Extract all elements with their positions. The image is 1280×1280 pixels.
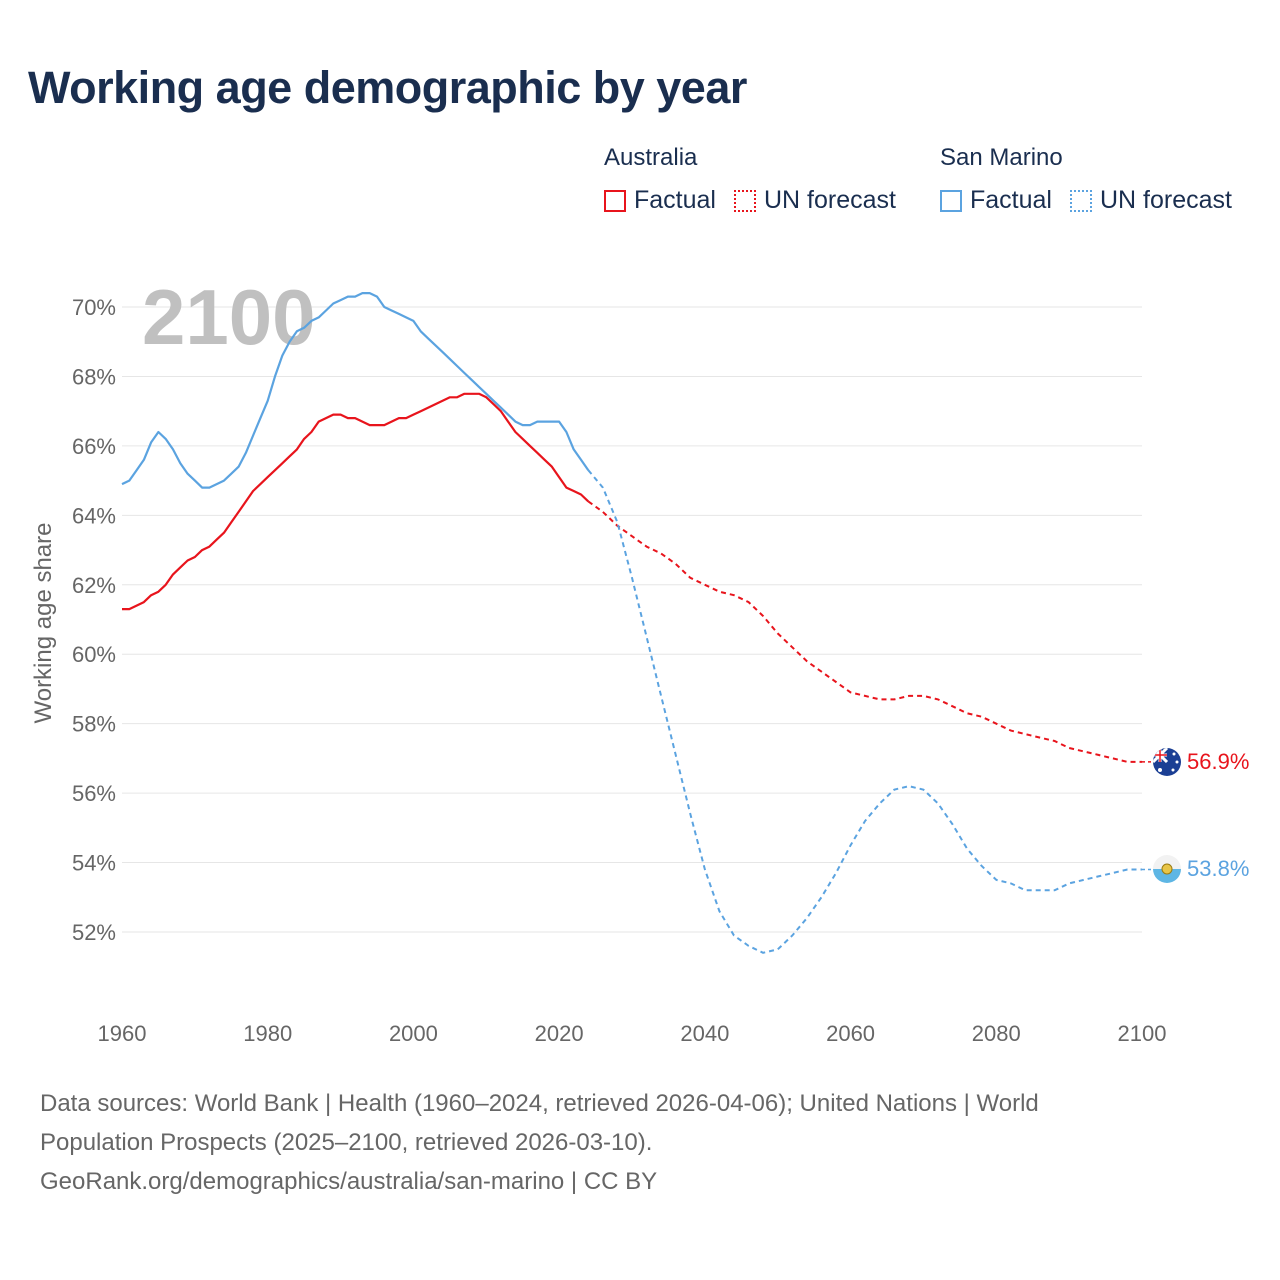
x-tick-label: 2060 [826,1021,875,1046]
legend-swatch-dotted [733,189,756,212]
y-tick-label: 70% [72,295,116,320]
flag-star [1175,760,1179,764]
legend-san-marino: San Marino Factual UN forecast [940,144,1232,215]
legend-san-marino-factual[interactable]: Factual [940,186,1052,215]
y-tick-label: 52% [72,920,116,945]
y-tick-label: 64% [72,503,116,528]
y-tick-label: 66% [72,434,116,459]
legend-group-name: Australia [604,144,698,171]
australia-end-label: 56.9% [1187,749,1249,774]
flag-band-blue [1153,869,1181,883]
san-marino-flag [1153,855,1181,883]
data-sources-footer: Data sources: World Bank | Health (1960–… [40,1084,1240,1201]
x-tick-label: 2040 [680,1021,729,1046]
flag-emblem [1161,863,1173,875]
flag-band-white [1153,855,1181,869]
x-tick-label: 1960 [98,1021,147,1046]
australia-flag [1153,748,1181,776]
legend-label: UN forecast [763,186,896,214]
australia-forecast-line [587,500,1142,763]
x-tick-label: 1980 [243,1021,292,1046]
legend-australia-factual[interactable]: Factual [604,186,716,215]
legend-group-name: San Marino [940,144,1063,171]
x-tick-label: 2020 [535,1021,584,1046]
legend-label: Factual [634,186,716,214]
y-tick-label: 54% [72,851,116,876]
line-chart: 2100 52% 54% 56% 58% 60% 62% 64% 66% 68% 70% 1960… [30,273,1249,1046]
footer-line: GeoRank.org/demographics/australia/san-m… [40,1168,658,1195]
y-axis-label: Working age share [30,523,57,724]
y-tick-label: 68% [72,364,116,389]
flag-star [1171,768,1175,772]
footer-line: Data sources: World Bank | Health (1960–… [40,1090,1039,1117]
legend-australia-forecast[interactable]: UN forecast [733,186,896,215]
x-tick-label: 2100 [1118,1021,1167,1046]
y-tick-label: 60% [72,642,116,667]
chart-title: Working age demographic by year [28,62,747,113]
y-tick-label: 56% [72,781,116,806]
legend-swatch-dotted [1069,189,1092,212]
legend-san-marino-forecast[interactable]: UN forecast [1069,186,1232,215]
legend-label: UN forecast [1099,186,1232,214]
san-marino-forecast-line [587,469,1142,954]
legend-swatch-solid [940,189,962,212]
san-marino-end-label: 53.8% [1187,856,1249,881]
footer-line: Population Prospects (2025–2100, retriev… [40,1129,653,1156]
x-tick-label: 2080 [972,1021,1021,1046]
flag-star [1158,768,1162,772]
san-marino-factual-line [121,292,590,489]
legend-australia: Australia Factual UN forecast [604,144,896,215]
australia-factual-line [122,392,590,611]
y-tick-label: 58% [72,712,116,737]
flag-cross [1153,748,1167,762]
legend-label: Factual [970,186,1052,214]
y-tick-label: 62% [72,573,116,598]
x-tick-label: 2000 [389,1021,438,1046]
flag-star [1172,752,1176,756]
legend-swatch-solid [604,189,626,212]
year-watermark: 2100 [142,273,316,361]
